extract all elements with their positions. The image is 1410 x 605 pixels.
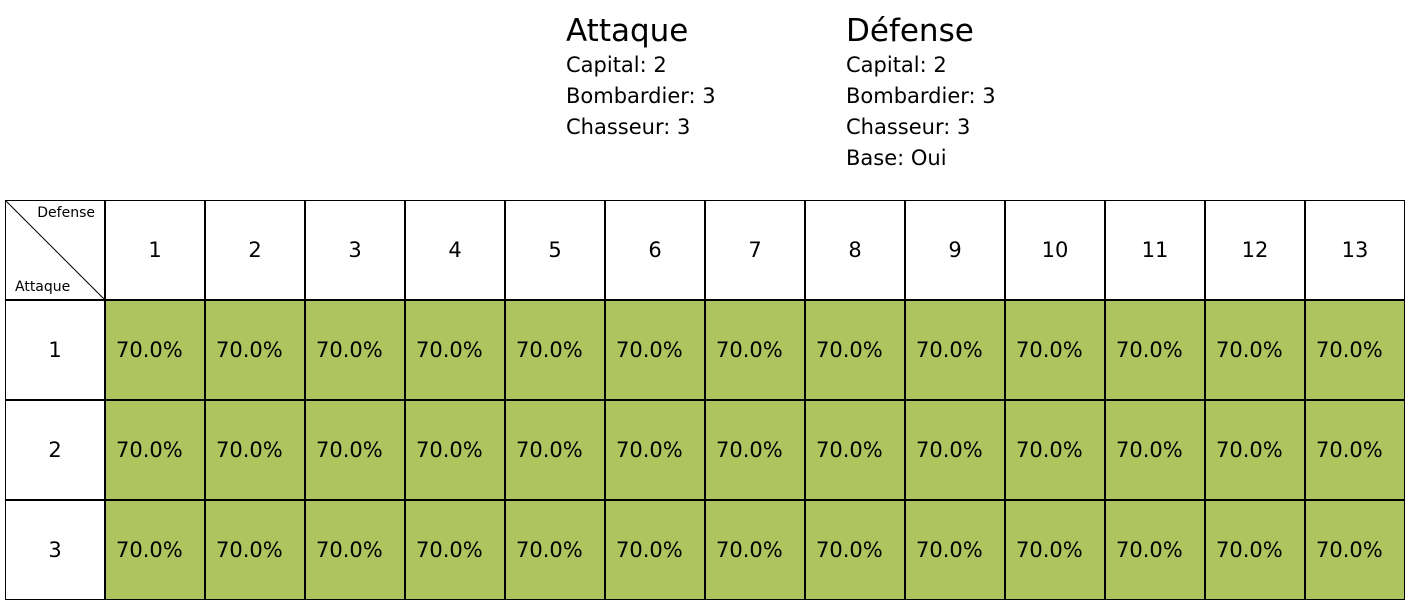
column-header: 2: [205, 200, 305, 300]
table-cell: 70.0%: [305, 300, 405, 400]
column-header: 5: [505, 200, 605, 300]
attack-panel: Attaque Capital: 2 Bombardier: 3 Chasseu…: [566, 12, 716, 143]
table-cell: 70.0%: [1005, 400, 1105, 500]
table-cell: 70.0%: [705, 400, 805, 500]
table-cell: 70.0%: [1305, 300, 1405, 400]
table-cell: 70.0%: [305, 400, 405, 500]
table-cell: 70.0%: [1005, 500, 1105, 600]
table-cell: 70.0%: [905, 400, 1005, 500]
corner-defense-label: Defense: [37, 205, 95, 221]
table-cell: 70.0%: [1105, 500, 1205, 600]
attack-stat-fighter: Chasseur: 3: [566, 115, 691, 139]
table-cell: 70.0%: [1105, 300, 1205, 400]
column-header: 3: [305, 200, 405, 300]
table-cell: 70.0%: [1105, 400, 1205, 500]
table-corner-header: Defense Attaque: [5, 200, 106, 301]
defense-title: Défense: [846, 13, 974, 49]
column-header: 4: [405, 200, 505, 300]
table-cell: 70.0%: [805, 300, 905, 400]
table-cell: 70.0%: [205, 500, 305, 600]
attack-stat-bomber: Bombardier: 3: [566, 84, 716, 108]
table-cell: 70.0%: [705, 300, 805, 400]
row-header: 3: [5, 500, 105, 600]
table-cell: 70.0%: [805, 500, 905, 600]
attack-stat-capital: Capital: 2: [566, 53, 667, 77]
table-cell: 70.0%: [405, 300, 505, 400]
table-cell: 70.0%: [405, 400, 505, 500]
defense-stat-fighter: Chasseur: 3: [846, 115, 971, 139]
table-cell: 70.0%: [505, 300, 605, 400]
defense-stat-capital: Capital: 2: [846, 53, 947, 77]
table-cell: 70.0%: [605, 500, 705, 600]
table-cell: 70.0%: [605, 300, 705, 400]
table-cell: 70.0%: [205, 300, 305, 400]
attack-title: Attaque: [566, 13, 689, 49]
defense-stat-base: Base: Oui: [846, 146, 947, 170]
table-cell: 70.0%: [405, 500, 505, 600]
column-header: 1: [105, 200, 205, 300]
table-cell: 70.0%: [1205, 300, 1305, 400]
table-cell: 70.0%: [105, 300, 205, 400]
table-cell: 70.0%: [505, 500, 605, 600]
row-header: 2: [5, 400, 105, 500]
table-cell: 70.0%: [805, 400, 905, 500]
column-header: 13: [1305, 200, 1405, 300]
column-header: 10: [1005, 200, 1105, 300]
table-cell: 70.0%: [1305, 400, 1405, 500]
table-cell: 70.0%: [505, 400, 605, 500]
column-header: 11: [1105, 200, 1205, 300]
table-cell: 70.0%: [105, 400, 205, 500]
table-cell: 70.0%: [305, 500, 405, 600]
corner-diagonal: [6, 201, 106, 301]
column-header: 6: [605, 200, 705, 300]
table-cell: 70.0%: [105, 500, 205, 600]
column-header: 9: [905, 200, 1005, 300]
column-header: 12: [1205, 200, 1305, 300]
defense-panel: Défense Capital: 2 Bombardier: 3 Chasseu…: [846, 12, 996, 174]
column-header: 8: [805, 200, 905, 300]
row-header: 1: [5, 300, 105, 400]
table-cell: 70.0%: [705, 500, 805, 600]
table-cell: 70.0%: [205, 400, 305, 500]
table-cell: 70.0%: [905, 500, 1005, 600]
table-cell: 70.0%: [1205, 500, 1305, 600]
table-cell: 70.0%: [1205, 400, 1305, 500]
column-header: 7: [705, 200, 805, 300]
table-cell: 70.0%: [1005, 300, 1105, 400]
table-cell: 70.0%: [605, 400, 705, 500]
table-cell: 70.0%: [1305, 500, 1405, 600]
corner-attack-label: Attaque: [15, 279, 71, 295]
defense-stat-bomber: Bombardier: 3: [846, 84, 996, 108]
table-cell: 70.0%: [905, 300, 1005, 400]
